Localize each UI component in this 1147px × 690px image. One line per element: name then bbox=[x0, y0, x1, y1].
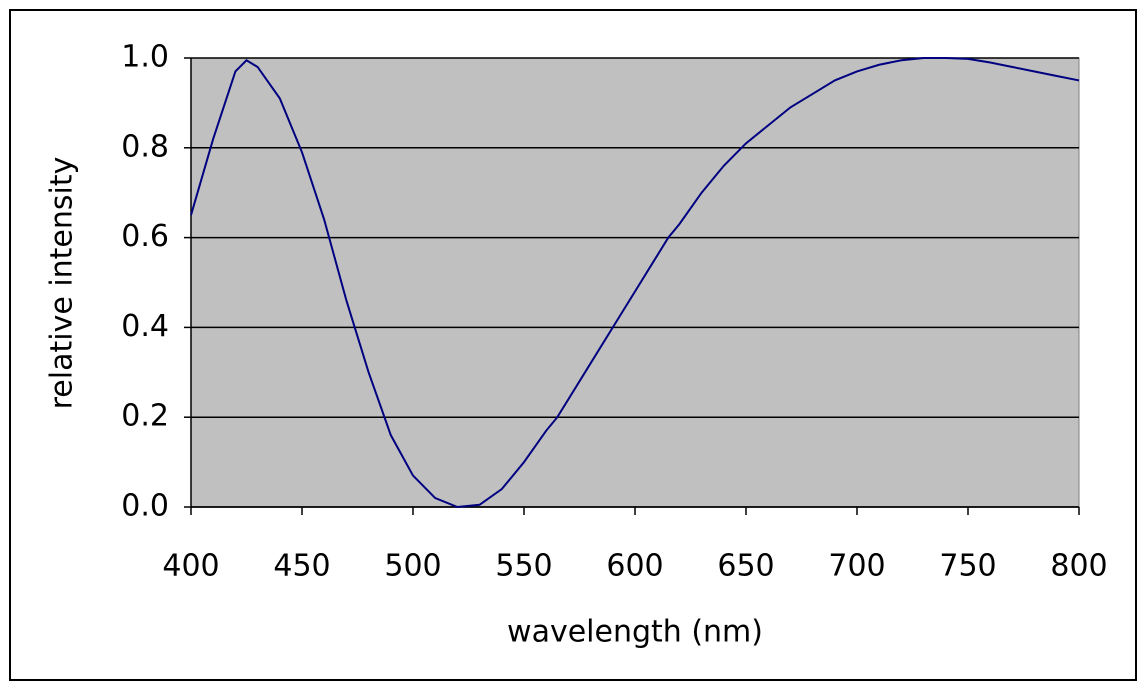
y-axis-title: relative intensity bbox=[45, 157, 80, 410]
y-tick-label: 0.8 bbox=[121, 129, 169, 164]
x-tick-label: 800 bbox=[1050, 549, 1107, 584]
data-line bbox=[190, 57, 1080, 509]
plot-area bbox=[190, 57, 1080, 508]
y-tick-label: 0.2 bbox=[121, 399, 169, 434]
x-tick-label: 600 bbox=[606, 549, 663, 584]
y-tick-label: 0.0 bbox=[121, 489, 169, 524]
y-tick-label: 1.0 bbox=[121, 40, 169, 75]
x-tick-label: 450 bbox=[273, 549, 330, 584]
x-tick-label: 550 bbox=[495, 549, 552, 584]
x-tick-label: 500 bbox=[384, 549, 441, 584]
x-tick-label: 400 bbox=[162, 549, 219, 584]
y-tick-label: 0.6 bbox=[121, 219, 169, 254]
x-tick-label: 650 bbox=[717, 549, 774, 584]
x-axis-title: wavelength (nm) bbox=[507, 615, 763, 650]
x-tick-label: 750 bbox=[939, 549, 996, 584]
x-tick-label: 700 bbox=[828, 549, 885, 584]
y-tick-label: 0.4 bbox=[121, 309, 169, 344]
